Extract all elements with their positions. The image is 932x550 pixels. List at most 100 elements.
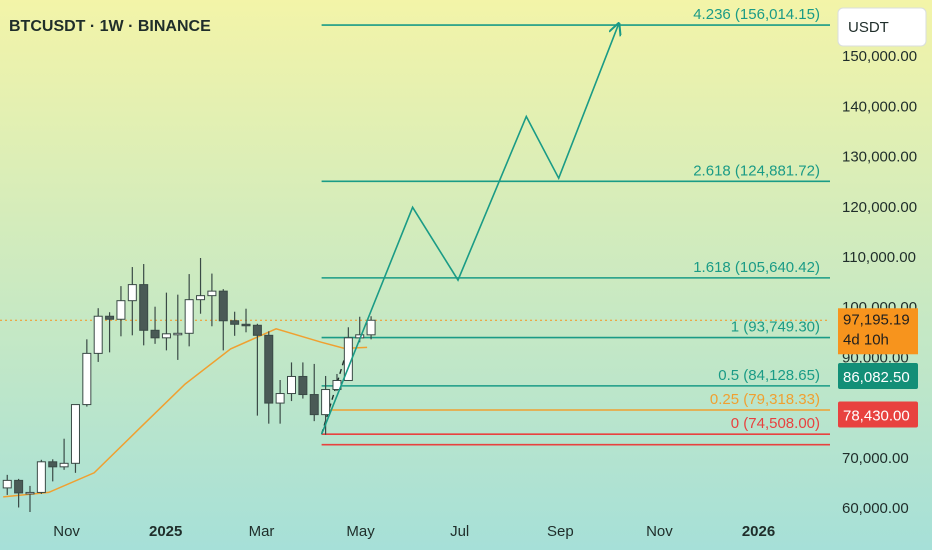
candle-body <box>25 491 35 495</box>
candle-body <box>207 290 217 297</box>
candle <box>82 339 92 407</box>
candle-body <box>2 479 12 489</box>
candle-body <box>309 394 319 416</box>
currency-button[interactable]: USDT <box>837 7 927 47</box>
candle <box>264 331 274 424</box>
price-tag-value: 86,082.50 <box>843 369 910 386</box>
candle-body <box>173 332 183 336</box>
price-tag-countdown: 4d 10h <box>843 331 889 348</box>
candle-body <box>184 299 194 334</box>
candle-body <box>230 320 240 325</box>
candle-body <box>196 295 206 301</box>
x-tick-label: Nov <box>646 523 673 540</box>
candle <box>14 478 24 508</box>
candle <box>241 308 251 333</box>
x-tick-label: Sep <box>547 523 574 540</box>
candle-body <box>116 300 126 320</box>
candle-body <box>275 393 285 404</box>
candle <box>116 286 126 337</box>
candle-body <box>241 323 251 327</box>
price-tags-layer: 97,195.19 4d 10h 86,082.50 78,430.00 <box>838 308 918 428</box>
candle <box>298 362 308 399</box>
candle <box>196 258 206 314</box>
price-tag-bg <box>838 401 918 428</box>
price-tag-bg <box>838 308 918 355</box>
candle-body <box>105 315 115 320</box>
moving-average-line <box>3 328 368 498</box>
fib-label-4.236: 4.236 (156,014.15) <box>693 6 820 23</box>
candle <box>105 312 115 353</box>
fib-label-1.618: 1.618 (105,640.42) <box>693 259 820 276</box>
fib-label-0.25: 0.25 (79,318.33) <box>710 391 820 408</box>
candle-body <box>127 284 137 302</box>
candle-body <box>252 324 262 336</box>
candle-body <box>218 290 228 322</box>
candle-body <box>264 334 274 404</box>
candle-body <box>321 389 331 416</box>
y-tick-label: 150,000.00 <box>842 48 917 65</box>
fib-label-0.5: 0.5 (84,128.65) <box>718 367 820 384</box>
fib-label-0: 0 (74,508.00) <box>731 415 820 432</box>
candle <box>275 379 285 424</box>
candle <box>59 438 69 470</box>
candle <box>366 316 376 340</box>
candle-body <box>366 319 376 336</box>
candle <box>309 363 319 422</box>
y-tick-label: 70,000.00 <box>842 450 909 467</box>
currency-button-label: USDT <box>848 19 889 36</box>
candle-body <box>298 375 308 396</box>
candle-body <box>14 479 24 494</box>
candle <box>173 294 183 360</box>
candle <box>161 292 171 351</box>
y-tick-label: 60,000.00 <box>842 500 909 517</box>
price-tag-current: 97,195.19 4d 10h <box>838 308 918 355</box>
candle-body <box>70 404 80 464</box>
projection-layer <box>320 24 619 435</box>
fib-label-1: 1 (93,749.30) <box>731 319 820 336</box>
y-tick-label: 120,000.00 <box>842 199 917 216</box>
candle-body <box>150 329 160 339</box>
candle <box>139 264 149 346</box>
candle <box>93 308 103 362</box>
projection-path <box>320 24 619 435</box>
candles-layer <box>2 258 376 512</box>
candle <box>25 485 35 512</box>
x-tick-label: Mar <box>249 523 275 540</box>
x-tick-label: 2026 <box>742 523 775 540</box>
candle-body <box>161 333 171 339</box>
candle <box>48 459 58 482</box>
candle <box>230 311 240 336</box>
candle-body <box>286 375 296 395</box>
candle <box>2 474 12 495</box>
candle <box>70 404 80 473</box>
candle <box>184 274 194 347</box>
price-tag-bg <box>838 363 918 390</box>
x-tick-label: May <box>346 523 375 540</box>
price-tag-value: 97,195.19 <box>843 311 910 328</box>
candle <box>150 306 160 344</box>
candle-body <box>48 461 58 468</box>
x-axis: Nov 2025 Mar May Jul Sep Nov 2026 <box>53 523 775 540</box>
y-tick-label: 140,000.00 <box>842 98 917 115</box>
x-tick-label: 2025 <box>149 523 182 540</box>
chart-title: BTCUSDT · 1W · BINANCE <box>9 18 211 35</box>
candle-body <box>139 284 149 331</box>
candle <box>286 362 296 402</box>
candle-body <box>82 352 92 406</box>
candle-body <box>59 462 69 468</box>
fib-label-2.618: 2.618 (124,881.72) <box>693 162 820 179</box>
candle <box>252 323 262 416</box>
moving-average-layer <box>3 328 368 498</box>
x-tick-label: Nov <box>53 523 80 540</box>
y-tick-label: 130,000.00 <box>842 149 917 166</box>
price-tag-green: 86,082.50 <box>838 363 918 390</box>
price-tag-value: 78,430.00 <box>843 407 910 424</box>
price-tag-red: 78,430.00 <box>838 401 918 428</box>
candle-body <box>36 461 46 493</box>
candle <box>36 459 46 494</box>
candle <box>207 273 217 327</box>
x-tick-label: Jul <box>450 523 469 540</box>
